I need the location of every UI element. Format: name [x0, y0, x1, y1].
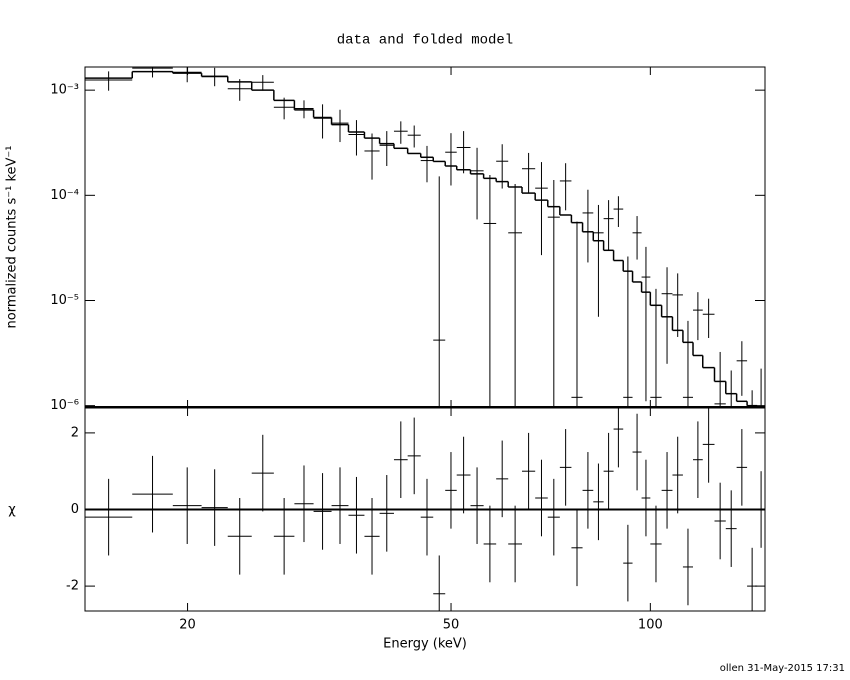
y-tick-label: 10⁻⁴	[50, 188, 79, 203]
x-tick-label: 100	[638, 618, 663, 633]
y-tick-label: -2	[66, 579, 79, 594]
x-axis-label: Energy (keV)	[383, 637, 467, 652]
y-tick-label: 10⁻⁵	[50, 293, 79, 308]
y-tick-label: 10⁻³	[50, 83, 79, 98]
y-axis-label: normalized counts s⁻¹ keV⁻¹	[5, 146, 20, 329]
x-tick-label: 50	[443, 618, 460, 633]
footer: ollen 31-May-2015 17:31	[720, 663, 845, 674]
x-tick-label: 20	[179, 618, 196, 633]
plot-area	[85, 408, 765, 611]
panel-frame	[84, 66, 766, 409]
y-axis-label: χ	[8, 503, 16, 518]
plot-area	[85, 67, 765, 408]
y-tick-label: 0	[71, 502, 79, 517]
y-tick-label: 2	[71, 425, 79, 440]
y-tick-label: 10⁻⁶	[50, 398, 79, 413]
chart-title: data and folded model	[337, 33, 513, 49]
